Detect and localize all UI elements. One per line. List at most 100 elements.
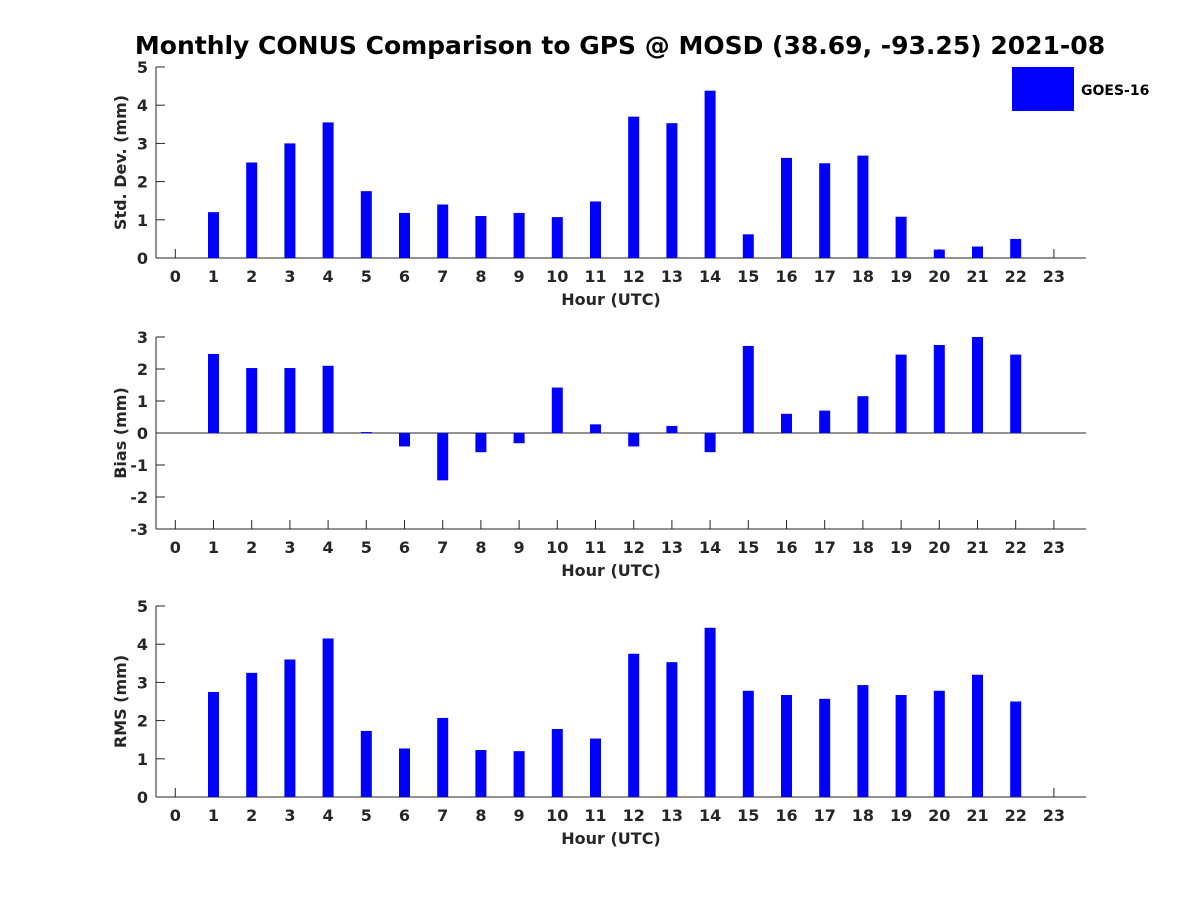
x-tick-label: 23 (1043, 806, 1065, 825)
x-tick-label: 2 (246, 806, 257, 825)
x-tick-label: 3 (284, 806, 295, 825)
bar-hour-8 (475, 215, 487, 258)
x-tick-label: 15 (737, 806, 759, 825)
bar-hour-16 (781, 157, 792, 258)
bar-hour-20 (933, 345, 945, 433)
bar-hour-6 (399, 433, 410, 447)
x-tick-label: 21 (966, 267, 988, 286)
y-tick-label: 5 (137, 597, 148, 616)
bar-hour-16 (781, 695, 792, 797)
bar-hour-10 (551, 729, 563, 797)
x-tick-label: 22 (1005, 538, 1027, 557)
bar-hour-12 (628, 116, 640, 258)
y-tick-label: 1 (137, 750, 148, 769)
x-tick-label: 22 (1005, 267, 1027, 286)
bar-hour-5 (360, 730, 372, 797)
bar-hour-1 (208, 212, 219, 258)
x-tick-label: 3 (284, 538, 295, 557)
bar-hour-4 (322, 365, 334, 433)
x-tick-label: 3 (284, 267, 295, 286)
bar-hour-10 (551, 217, 563, 258)
bar-hour-1 (208, 353, 219, 433)
x-tick-label: 19 (890, 267, 912, 286)
x-tick-label: 13 (661, 267, 683, 286)
x-tick-label: 17 (814, 538, 836, 557)
x-tick-label: 22 (1005, 806, 1027, 825)
bar-hour-20 (933, 690, 945, 797)
x-tick-label: 9 (514, 806, 525, 825)
bar-hour-2 (246, 368, 258, 433)
x-tick-label: 20 (928, 806, 950, 825)
x-tick-label: 12 (623, 267, 645, 286)
bar-hour-17 (819, 698, 831, 797)
x-tick-label: 23 (1043, 267, 1065, 286)
bar-hour-15 (742, 234, 754, 258)
x-tick-label: 11 (584, 806, 606, 825)
x-tick-label: 8 (475, 538, 486, 557)
x-axis-label: Hour (UTC) (561, 290, 661, 309)
x-tick-label: 21 (966, 806, 988, 825)
x-tick-label: 0 (170, 538, 181, 557)
x-tick-label: 23 (1043, 538, 1065, 557)
bar-hour-10 (551, 387, 563, 433)
bar-hour-18 (857, 155, 869, 258)
bar-hour-14 (704, 433, 716, 453)
chart-title: Monthly CONUS Comparison to GPS @ MOSD (… (135, 31, 1105, 60)
x-tick-label: 1 (208, 806, 219, 825)
y-axis-label: Std. Dev. (mm) (111, 95, 130, 230)
x-tick-label: 5 (361, 267, 372, 286)
bar-hour-7 (437, 204, 449, 258)
bar-hour-4 (322, 122, 334, 258)
bar-hour-11 (590, 738, 601, 797)
x-tick-label: 14 (699, 267, 721, 286)
x-tick-label: 0 (170, 806, 181, 825)
bar-hour-20 (933, 249, 945, 258)
legend-label: GOES-16 (1081, 83, 1149, 99)
x-tick-label: 2 (246, 267, 257, 286)
x-tick-label: 1 (208, 267, 219, 286)
y-tick-label: 3 (137, 673, 148, 692)
bar-hour-8 (475, 433, 487, 453)
bar-hour-19 (895, 695, 907, 797)
bar-hour-7 (437, 433, 449, 481)
bar-hour-6 (399, 212, 410, 258)
y-tick-label: 5 (137, 58, 148, 77)
bar-hour-13 (666, 425, 678, 433)
bar-hour-3 (284, 143, 296, 258)
x-tick-label: 10 (546, 538, 568, 557)
bar-hour-9 (513, 433, 525, 444)
x-tick-label: 11 (584, 267, 606, 286)
x-tick-label: 5 (361, 806, 372, 825)
bar-hour-5 (360, 432, 372, 434)
x-tick-label: 4 (323, 806, 334, 825)
bar-hour-21 (972, 674, 983, 797)
bar-hour-6 (399, 748, 410, 797)
y-tick-label: 2 (137, 712, 148, 731)
bar-hour-12 (628, 433, 640, 447)
y-tick-label: 1 (137, 211, 148, 230)
x-tick-label: 0 (170, 267, 181, 286)
bar-hour-21 (972, 337, 983, 433)
x-tick-label: 14 (699, 806, 721, 825)
x-tick-label: 7 (437, 267, 448, 286)
x-tick-label: 18 (852, 806, 874, 825)
x-tick-label: 10 (546, 267, 568, 286)
bar-hour-22 (1010, 354, 1022, 433)
legend: GOES-16 (1012, 67, 1149, 111)
x-tick-label: 13 (661, 538, 683, 557)
bar-hour-18 (857, 396, 869, 433)
bar-hour-8 (475, 750, 487, 797)
bar-hour-14 (704, 627, 716, 797)
x-tick-label: 11 (584, 538, 606, 557)
x-tick-label: 12 (623, 538, 645, 557)
y-tick-label: 3 (137, 134, 148, 153)
bar-hour-4 (322, 638, 334, 797)
x-tick-label: 1 (208, 538, 219, 557)
x-tick-label: 19 (890, 538, 912, 557)
x-tick-label: 16 (775, 267, 797, 286)
bar-hour-11 (590, 201, 601, 258)
y-tick-label: 0 (137, 788, 148, 807)
